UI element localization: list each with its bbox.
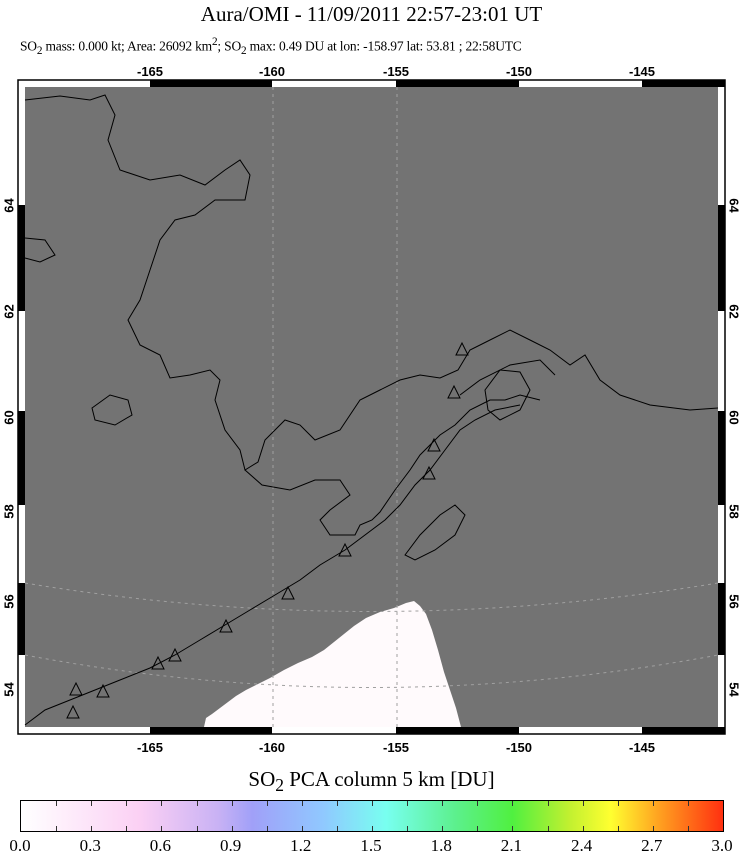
lon-label-top: -145 [628, 64, 656, 79]
subtitle-sup: 2 [211, 36, 218, 48]
volcano-icon [281, 585, 295, 600]
volcano-icon [69, 681, 83, 696]
frame-bars [18, 80, 725, 734]
colorbar-tick [196, 801, 198, 806]
lon-label-top: -165 [136, 64, 164, 79]
colorbar-tick [512, 801, 514, 806]
colorbar-label: 2.1 [500, 836, 523, 855]
colorbar-tick [126, 826, 128, 831]
colorbar-tick [652, 801, 654, 806]
colorbar-tick [652, 826, 654, 831]
colorbar-label: 3.0 [711, 836, 733, 855]
lon-label-top: -155 [382, 64, 410, 79]
colorbar-label: 2.7 [641, 836, 663, 855]
colorbar-tick [477, 801, 479, 806]
colorbar-label: 1.2 [290, 836, 312, 855]
colorbar-tick [407, 801, 409, 806]
volcano-icon [427, 437, 441, 452]
colorbar-tick [196, 826, 198, 831]
volcano-icon [219, 618, 233, 633]
subtitle-so2: SO [20, 38, 37, 54]
colorbar-tick [547, 826, 549, 831]
colorbar-label: 0.6 [149, 836, 172, 855]
map-subtitle: SO2 mass: 0.000 kt; Area: 26092 km2; SO2… [20, 36, 522, 57]
colorbar-tick [477, 826, 479, 831]
colorbar-tick [266, 801, 268, 806]
colorbar-tick [617, 801, 619, 806]
cook-inlet [459, 359, 556, 396]
volcano-icon [338, 542, 352, 557]
volcano-icon [447, 384, 461, 399]
colorbar-label: 0.3 [79, 836, 101, 855]
colorbar-tick [336, 801, 338, 806]
colorbar-tick [582, 801, 584, 806]
colorbar-tick [372, 801, 373, 806]
lon-label-top: -150 [505, 64, 533, 79]
kodiak-island [404, 504, 466, 561]
nunivak-island [91, 394, 133, 426]
colorbar-tick [512, 826, 514, 831]
peninsula-south-coast [24, 404, 521, 726]
colorbar-tick [617, 826, 619, 831]
colorbar-tick [126, 801, 128, 806]
so2-swath [204, 601, 461, 727]
volcano-icon [168, 647, 182, 662]
colorbar-title-rest: PCA column 5 km [DU] [284, 767, 495, 791]
colorbar-title-sub: 2 [275, 775, 284, 796]
colorbar-title: SO2 PCA column 5 km [DU] [0, 767, 743, 796]
colorbar-tick [547, 801, 549, 806]
volcano-markers [66, 341, 469, 719]
subtitle-max-rest: max: 0.49 DU at lon: -158.97 lat: 53.81 … [246, 38, 522, 54]
colorbar-label: 2.4 [570, 836, 593, 855]
colorbar-title-so: SO [248, 767, 276, 791]
colorbar-label: 0.9 [219, 836, 242, 855]
subtitle-sub: 2 [241, 45, 247, 58]
colorbar-tick [301, 826, 303, 831]
kenai-peninsula [484, 369, 531, 421]
colorbar-tick [687, 801, 689, 806]
colorbar-label: 1.5 [360, 836, 382, 855]
map-title: Aura/OMI - 11/09/2011 22:57-23:01 UT [200, 2, 543, 26]
colorbar-tick [231, 801, 233, 806]
colorbar-tick [372, 826, 373, 831]
colorbar-tick [687, 826, 689, 831]
colorbar-tick [91, 826, 93, 831]
volcano-icon [455, 341, 469, 356]
volcano-icon [422, 465, 436, 480]
lon-label-top: -160 [258, 64, 286, 79]
colorbar-tick [442, 801, 444, 806]
st-lawrence-island [24, 237, 56, 263]
colorbar-tick [231, 826, 233, 831]
volcano-icon [66, 704, 80, 719]
lon-label-bottom: -145 [628, 740, 656, 755]
subtitle-sub: 2 [36, 45, 43, 58]
colorbar-tick [161, 826, 163, 831]
volcano-icon [151, 655, 165, 670]
colorbar-tick [91, 801, 93, 806]
lon-label-bottom: -165 [136, 740, 164, 755]
colorbar-tick [336, 826, 338, 831]
lon-label-bottom: -150 [505, 740, 533, 755]
volcano-icon [96, 683, 110, 698]
peninsula-north-coast [244, 394, 541, 536]
colorbar-tick [161, 801, 163, 806]
graticule [24, 87, 719, 727]
mainland-coast [24, 94, 719, 471]
colorbar-tick [442, 826, 444, 831]
colorbar-label: 0.0 [9, 836, 31, 855]
subtitle-mass: mass: 0.000 kt; Area: 26092 km [42, 38, 212, 54]
lon-label-bottom: -155 [382, 740, 410, 755]
coastlines [24, 94, 719, 726]
colorbar-tick [407, 826, 409, 831]
lon-label-bottom: -160 [258, 740, 286, 755]
colorbar-tick [56, 801, 58, 806]
subtitle-max: ; SO [217, 38, 241, 54]
colorbar-tick [56, 826, 58, 831]
colorbar-tick [266, 826, 268, 831]
colorbar-label: 1.8 [430, 836, 452, 855]
colorbar [20, 800, 724, 832]
map [17, 79, 726, 735]
colorbar-tick [582, 826, 584, 831]
colorbar-tick [301, 801, 303, 806]
